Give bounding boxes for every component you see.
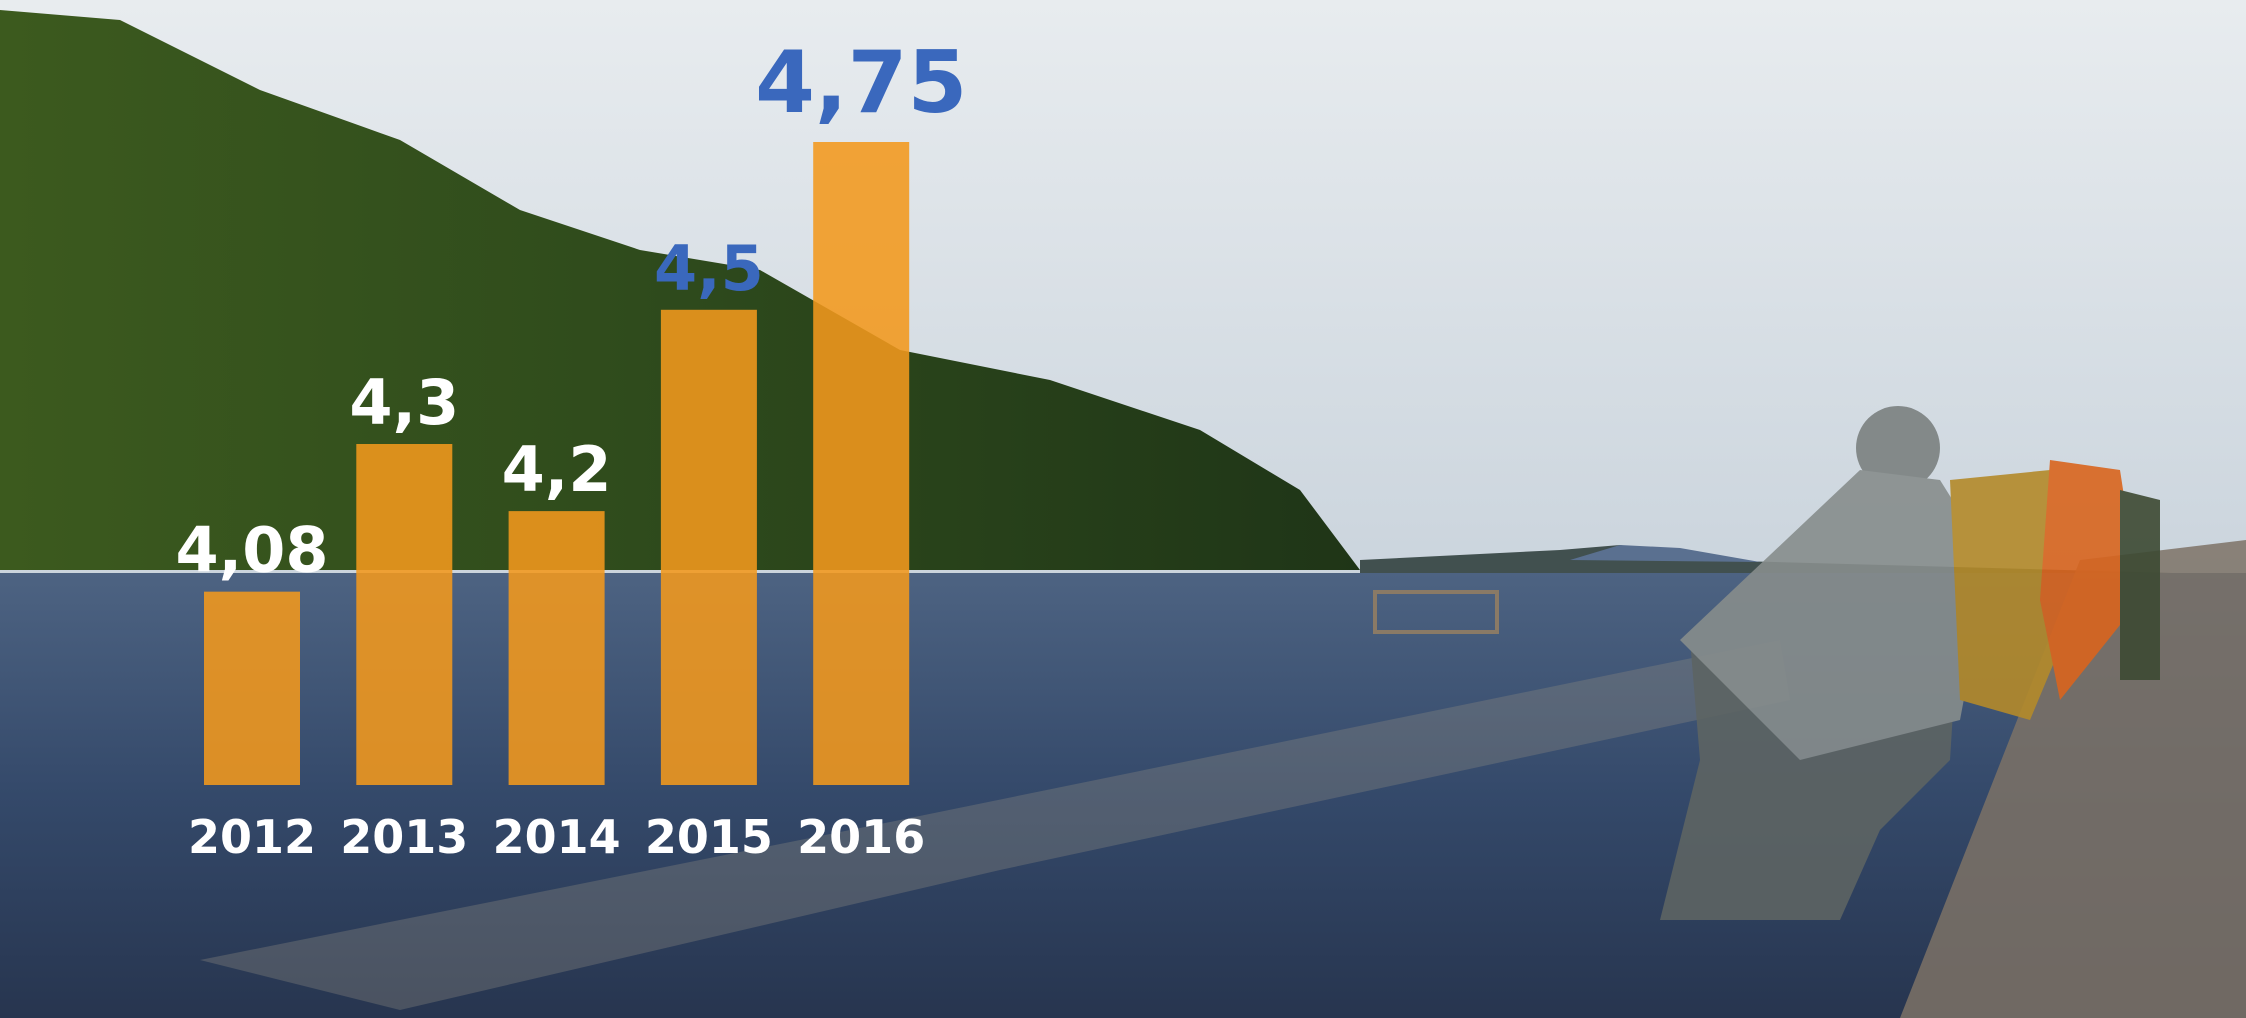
x-tick-label: 2016 [797,810,925,864]
bar [661,310,757,785]
bar [509,511,605,785]
bar [356,444,452,785]
x-tick-label: 2014 [493,810,621,864]
value-label: 4,2 [502,433,612,506]
chart: 2012 4,08 2013 4,3 2014 4,2 2015 4,5 2016 4,75 [0,0,2246,1018]
x-tick-label: 2012 [188,810,316,864]
value-label: 4,75 [755,33,967,133]
x-tick-label: 2013 [340,810,468,864]
value-label: 4,3 [349,366,459,439]
value-label: 4,5 [654,232,764,305]
bar [204,592,300,785]
x-tick-label: 2015 [645,810,773,864]
page: 20124,0820134,320144,220154,520164,75 ((… [0,0,2246,1018]
value-label: 4,08 [176,514,329,587]
background-photo [0,0,2246,1018]
bar [813,142,909,785]
